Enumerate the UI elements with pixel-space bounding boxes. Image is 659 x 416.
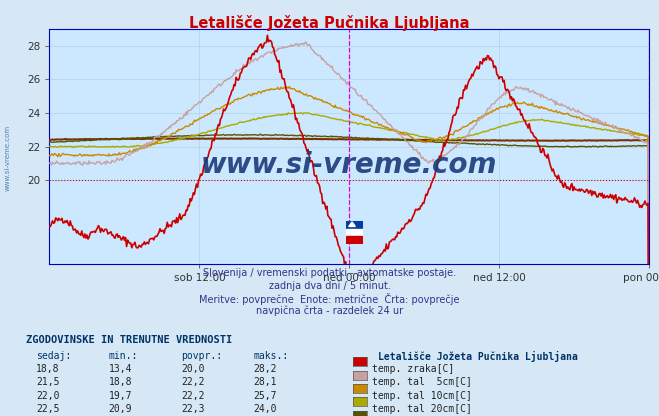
Text: navpična črta - razdelek 24 ur: navpična črta - razdelek 24 ur — [256, 306, 403, 316]
Text: temp. tal 20cm[C]: temp. tal 20cm[C] — [372, 404, 473, 414]
Text: 24,0: 24,0 — [254, 404, 277, 414]
Text: 22,0: 22,0 — [36, 391, 60, 401]
Bar — [346, 229, 362, 236]
Text: Letališče Jožeta Pučnika Ljubljana: Letališče Jožeta Pučnika Ljubljana — [189, 15, 470, 30]
Text: 19,7: 19,7 — [109, 391, 132, 401]
Text: www.si-vreme.com: www.si-vreme.com — [201, 151, 498, 179]
Text: 22,3: 22,3 — [181, 404, 205, 414]
Text: 21,5: 21,5 — [36, 377, 60, 387]
Text: 18,8: 18,8 — [36, 364, 60, 374]
Bar — [346, 221, 362, 229]
Text: Slovenija / vremenski podatki - avtomatske postaje.: Slovenija / vremenski podatki - avtomats… — [203, 268, 456, 278]
Text: 22,2: 22,2 — [181, 391, 205, 401]
Text: 28,2: 28,2 — [254, 364, 277, 374]
Text: 20,9: 20,9 — [109, 404, 132, 414]
Text: 22,2: 22,2 — [181, 377, 205, 387]
Text: ZGODOVINSKE IN TRENUTNE VREDNOSTI: ZGODOVINSKE IN TRENUTNE VREDNOSTI — [26, 335, 233, 345]
Text: 20,0: 20,0 — [181, 364, 205, 374]
Bar — [346, 236, 362, 244]
Text: 22,5: 22,5 — [36, 404, 60, 414]
Text: temp. zraka[C]: temp. zraka[C] — [372, 364, 455, 374]
Text: Letališče Jožeta Pučnika Ljubljana: Letališče Jožeta Pučnika Ljubljana — [378, 351, 577, 362]
Text: maks.:: maks.: — [254, 351, 289, 361]
Text: 25,7: 25,7 — [254, 391, 277, 401]
Text: zadnja dva dni / 5 minut.: zadnja dva dni / 5 minut. — [269, 281, 390, 291]
Text: www.si-vreme.com: www.si-vreme.com — [5, 125, 11, 191]
Text: temp. tal 10cm[C]: temp. tal 10cm[C] — [372, 391, 473, 401]
Text: 28,1: 28,1 — [254, 377, 277, 387]
Text: povpr.:: povpr.: — [181, 351, 222, 361]
Text: 18,8: 18,8 — [109, 377, 132, 387]
Polygon shape — [349, 222, 355, 226]
Text: min.:: min.: — [109, 351, 138, 361]
Text: 13,4: 13,4 — [109, 364, 132, 374]
Text: Meritve: povprečne  Enote: metrične  Črta: povprečje: Meritve: povprečne Enote: metrične Črta:… — [199, 293, 460, 305]
Text: temp. tal  5cm[C]: temp. tal 5cm[C] — [372, 377, 473, 387]
Text: sedaj:: sedaj: — [36, 351, 71, 361]
